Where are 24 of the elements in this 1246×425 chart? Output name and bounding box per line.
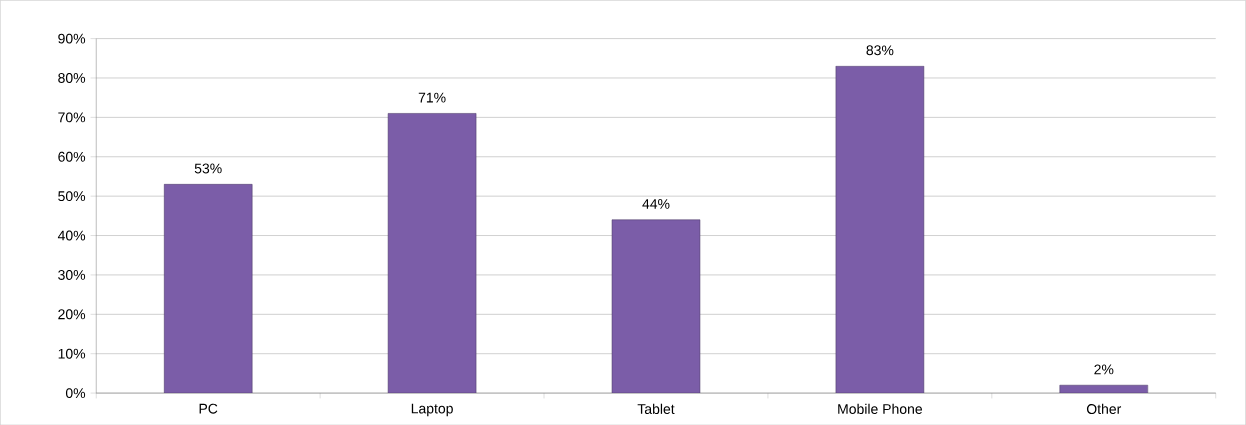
data-label: 83% bbox=[866, 45, 894, 56]
y-tick-label: 50% bbox=[58, 191, 86, 201]
bar bbox=[611, 219, 701, 393]
data-label: 71% bbox=[418, 92, 446, 103]
bar bbox=[163, 183, 253, 393]
data-label: 2% bbox=[1094, 364, 1114, 375]
y-tick-label: 60% bbox=[58, 151, 86, 162]
y-tick-label: 30% bbox=[58, 269, 86, 280]
y-tick-label: 0% bbox=[65, 387, 86, 398]
data-label: 44% bbox=[642, 198, 670, 209]
x-tick-label: Laptop bbox=[411, 403, 453, 417]
bar bbox=[835, 65, 925, 393]
x-tick-label: PC bbox=[199, 403, 218, 414]
y-tick-label: 20% bbox=[58, 309, 86, 320]
x-tick-label: Mobile Phone bbox=[838, 403, 923, 414]
y-tick-label: 10% bbox=[58, 348, 86, 359]
y-tick-label: 40% bbox=[57, 230, 86, 241]
y-tick-label: 80% bbox=[58, 72, 86, 83]
y-tick-label: 90% bbox=[58, 33, 86, 44]
data-label: 53% bbox=[194, 163, 222, 174]
x-tick-label: Tablet bbox=[637, 403, 675, 414]
bar bbox=[387, 112, 477, 393]
x-tick-label: Other bbox=[1086, 403, 1122, 414]
y-tick-label: 70% bbox=[58, 112, 86, 123]
